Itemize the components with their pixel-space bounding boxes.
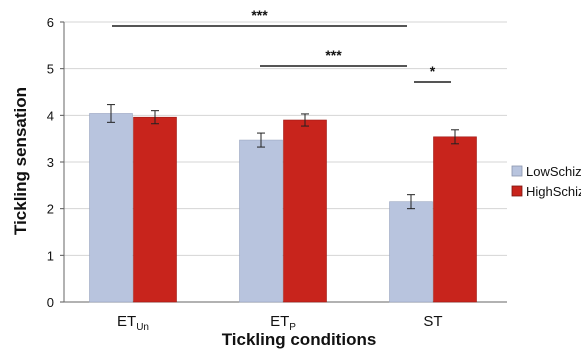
error-bars [107, 104, 459, 210]
legend: LowSchiz HighSchiz [511, 164, 581, 199]
x-category-label-1: ETP [270, 313, 296, 333]
bar-highschiz-0 [133, 116, 177, 303]
significance-annotations: ******* [112, 7, 451, 83]
y-tick-label-6: 6 [47, 15, 54, 30]
x-category-label-0: ETUn [117, 313, 149, 333]
y-tick-label-5: 5 [47, 62, 54, 77]
x-category-label-2: ST [423, 313, 442, 330]
bars [89, 113, 477, 303]
tick-labels: 0 1 2 3 4 5 6 ETUn ETP ST [47, 15, 443, 333]
y-tick-label-4: 4 [47, 108, 54, 123]
bar-lowschiz-1 [239, 139, 283, 303]
bar-highschiz-2 [433, 136, 477, 303]
y-tick-label-0: 0 [47, 295, 54, 310]
significance-label-0: *** [251, 7, 268, 23]
legend-label-highschiz: HighSchiz [526, 184, 581, 199]
bar-lowschiz-2 [389, 201, 433, 303]
bar-lowschiz-0 [89, 113, 133, 303]
legend-swatch-lowschiz [511, 165, 523, 177]
significance-label-1: *** [325, 47, 342, 63]
y-tick-label-1: 1 [47, 248, 54, 263]
legend-swatch-highschiz [511, 185, 523, 197]
significance-label-2: * [430, 63, 436, 79]
y-tick-label-2: 2 [47, 202, 54, 217]
y-tick-label-3: 3 [47, 155, 54, 170]
bar-highschiz-1 [283, 119, 327, 303]
legend-label-lowschiz: LowSchiz [526, 164, 581, 179]
y-axis-title: Tickling sensation [11, 87, 30, 235]
x-axis-title: Tickling conditions [222, 330, 377, 349]
